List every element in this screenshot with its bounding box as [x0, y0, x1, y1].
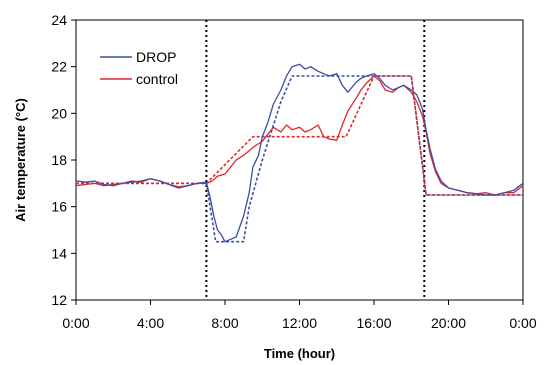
y-tick-label: 22: [51, 59, 67, 75]
x-tick-label: 8:00: [211, 315, 238, 331]
series-layer: [75, 63, 524, 243]
y-axis-title: Air temperature (°C): [13, 98, 28, 222]
y-tick-label: 24: [51, 12, 67, 28]
y-tick-label: 12: [51, 292, 67, 308]
event-lines: [205, 20, 426, 300]
x-tick-label: 16:00: [356, 315, 391, 331]
y-tick-label: 18: [51, 152, 67, 168]
legend: DROP control: [100, 49, 178, 87]
y-tick-label: 14: [51, 245, 67, 261]
series-line-drop: [75, 63, 524, 243]
y-tick-label: 20: [51, 105, 67, 121]
x-tick-label: 20:00: [431, 315, 466, 331]
setpoint-line-drop: [76, 75, 523, 243]
x-axis-title: Time (hour): [264, 346, 335, 361]
x-tick-label: 4:00: [137, 315, 164, 331]
x-tick-label: 0:00: [509, 315, 536, 331]
legend-label-control: control: [136, 71, 178, 87]
x-tick-label: 12:00: [282, 315, 317, 331]
series-line-control: [75, 75, 524, 196]
y-tick-label: 16: [51, 199, 67, 215]
setpoint-line-control: [76, 75, 523, 196]
x-tick-label: 0:00: [62, 315, 89, 331]
axes: 12 14 16 18 20 22 24 0:00 4:00 8:00 12:00 16:00 20:0…: [51, 12, 536, 331]
legend-label-drop: DROP: [136, 49, 176, 65]
